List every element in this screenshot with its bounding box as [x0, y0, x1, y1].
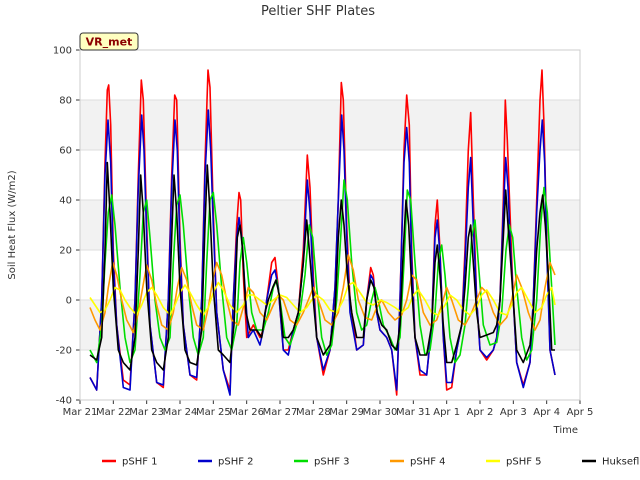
legend-label-pshf-4: pSHF 4: [410, 457, 446, 468]
x-tick-label: Mar 30: [363, 407, 398, 418]
y-tick-label: -20: [56, 346, 72, 357]
y-tick-label: 0: [66, 296, 72, 307]
legend-label-pshf-2: pSHF 2: [218, 457, 254, 468]
x-tick-label: Apr 1: [433, 407, 460, 418]
plot-frame: [79, 49, 581, 401]
y-tick-label: -40: [56, 396, 72, 407]
site-badge-label: VR_met: [86, 36, 133, 49]
y-tick-label: 80: [59, 96, 72, 107]
legend-label-pshf-1: pSHF 1: [122, 457, 158, 468]
x-tick-label: Apr 3: [500, 407, 527, 418]
x-tick-label: Mar 26: [229, 407, 264, 418]
x-tick-label: Apr 5: [567, 407, 594, 418]
legend: pSHF 1 pSHF 2 pSHF 3 pSHF 4 pSHF 5 Hukseflux: [102, 457, 640, 468]
legend-label-pshf-5: pSHF 5: [506, 457, 542, 468]
x-axis-label: Time: [553, 425, 578, 436]
x-tick-label: Mar 21: [63, 407, 98, 418]
x-tick-label: Apr 4: [533, 407, 560, 418]
x-tick-label: Mar 29: [329, 407, 364, 418]
x-tick-label: Mar 28: [296, 407, 331, 418]
y-tick-label: 40: [59, 196, 72, 207]
site-badge-box: [79, 32, 139, 51]
series-lines: [89, 69, 556, 396]
y-axis-label: Soil Heat Flux (W/m2): [7, 170, 18, 279]
x-tick-label: Mar 31: [396, 407, 431, 418]
x-tick-label: Mar 27: [263, 407, 298, 418]
site-badge: VR_met: [79, 32, 139, 51]
x-tick-label: Mar 25: [196, 407, 231, 418]
y-tick-label: 20: [59, 246, 72, 257]
grid-band: [80, 100, 580, 150]
x-tick-label: Mar 23: [129, 407, 164, 418]
series-line-pshf-2: [89, 109, 556, 396]
y-axis-ticks: -40 -20 0 20 40 60 80 100: [53, 46, 80, 407]
grid-band: [80, 200, 580, 250]
x-tick-label: Apr 2: [467, 407, 494, 418]
series-line-hukseflux: [89, 161, 555, 371]
y-tick-label: 60: [59, 146, 72, 157]
series-line-pshf-5: [89, 281, 556, 316]
x-tick-label: Mar 22: [96, 407, 131, 418]
legend-label-pshf-3: pSHF 3: [314, 457, 350, 468]
y-tick-label: 100: [53, 46, 72, 57]
x-tick-label: Mar 24: [163, 407, 198, 418]
chart-title: Peltier SHF Plates: [261, 4, 375, 19]
legend-label-hukseflux: Hukseflux: [602, 457, 640, 468]
